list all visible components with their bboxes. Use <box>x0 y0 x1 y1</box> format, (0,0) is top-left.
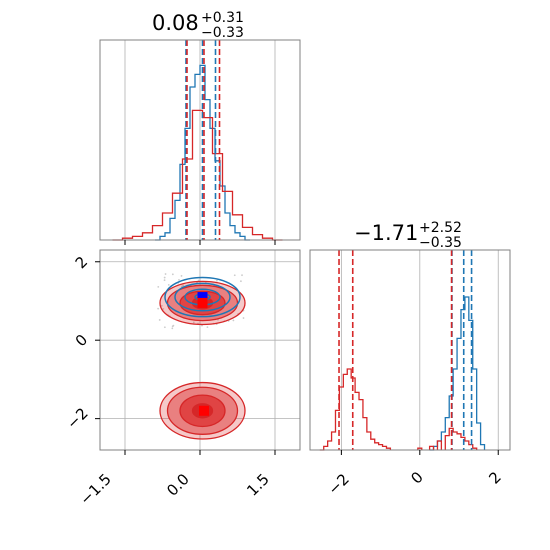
panel-border <box>309 249 511 451</box>
y-tick-label: −2 <box>63 404 91 432</box>
scatter-point <box>171 273 174 276</box>
scatter-point <box>171 327 174 330</box>
center-marker <box>199 405 209 416</box>
scatter-point <box>180 285 183 288</box>
title-param1-main: 0.08 <box>152 11 199 35</box>
marginal-histogram-param2 <box>309 249 511 455</box>
scatter-point <box>163 276 166 279</box>
title-param1-sub: −0.33 <box>201 25 244 41</box>
x-tick-label: 2 <box>485 468 504 487</box>
scatter-point <box>178 278 180 281</box>
scatter-point <box>171 325 174 328</box>
scatter-point <box>163 279 166 282</box>
scatter-point <box>157 307 160 310</box>
title-param2: −1.71 +2.52 −0.35 <box>354 220 462 251</box>
scatter-point <box>180 275 183 277</box>
scatter-point <box>157 286 160 288</box>
y-tick-label: 0 <box>72 331 91 350</box>
title-param1-sup: +0.31 <box>201 10 244 26</box>
panel-background <box>310 250 510 450</box>
y-tick-labels-left: 2 0 −2 <box>63 253 91 433</box>
x-tick-label: 1.5 <box>243 470 273 500</box>
scatter-point <box>167 283 170 286</box>
x-tick-label: −2 <box>324 470 352 498</box>
scatter-point <box>216 279 218 282</box>
marginal-histogram-param1 <box>99 39 301 245</box>
scatter-point <box>164 273 167 275</box>
x-tick-label: −1.5 <box>76 470 114 508</box>
scatter-point <box>162 308 165 310</box>
x-tick-labels-left: −1.5 0.0 1.5 <box>76 470 272 508</box>
title-param1: 0.08 +0.31 −0.33 <box>152 10 244 41</box>
scatter-point <box>158 319 161 321</box>
scatter-point <box>192 321 195 324</box>
red-histogram-series <box>112 109 283 241</box>
scatter-point <box>232 319 235 322</box>
blue-histogram-series <box>155 64 250 241</box>
center-marker <box>197 292 208 303</box>
x-tick-labels-right: −2 0 2 <box>324 468 504 498</box>
red-histogram-series <box>319 368 478 451</box>
joint-contour-plot <box>95 249 301 455</box>
y-tick-label: 2 <box>72 253 91 272</box>
title-param2-sub: −0.35 <box>419 235 462 251</box>
blue-contour-level <box>174 282 231 312</box>
x-tick-label: 0.0 <box>163 470 193 500</box>
center-marker <box>197 297 208 308</box>
scatter-point <box>160 304 163 307</box>
scatter-point <box>163 326 166 329</box>
scatter-point <box>233 274 236 277</box>
scatter-point <box>240 280 242 283</box>
scatter-point <box>241 274 243 277</box>
title-param2-sup: +2.52 <box>419 220 462 236</box>
scatter-point <box>242 317 245 319</box>
blue-contour-level <box>164 276 241 318</box>
x-tick-label: 0 <box>407 468 426 487</box>
title-param2-main: −1.71 <box>354 221 418 245</box>
scatter-point <box>206 326 209 329</box>
